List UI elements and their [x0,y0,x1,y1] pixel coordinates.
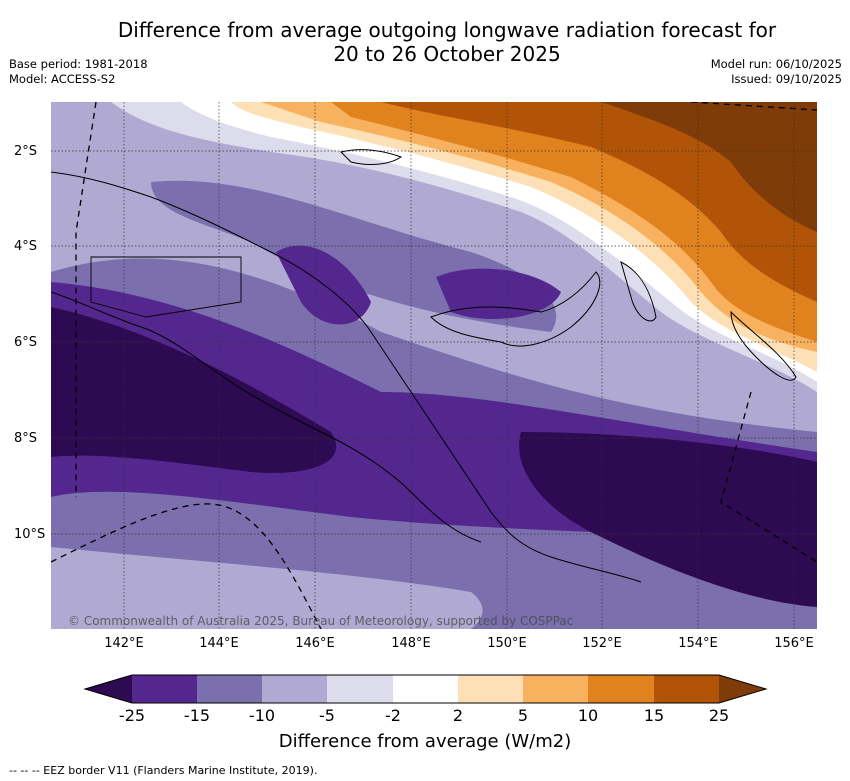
lon-label-144e: 144°E [199,636,239,651]
anomaly-band-15-25 [381,102,817,302]
lat-label-4s: 4°S [14,239,38,254]
eez-east [720,391,817,563]
colorbar-seg-3 [262,675,327,703]
colorbar-seg-5 [393,675,458,703]
colorbar-title: Difference from average (W/m2) [278,731,572,752]
lon-label-156e: 156°E [774,636,814,651]
colorbar-seg-6 [458,675,523,703]
colorbar-seg-2 [197,675,262,703]
lon-label-148e: 148°E [391,636,431,651]
colorbar-seg-7 [523,675,588,703]
colorbar-seg-4 [327,675,393,703]
anomaly-min-east [519,432,817,607]
manus-outline [340,149,403,165]
lon-label-146e: 146°E [295,636,335,651]
eez-borders [51,102,817,629]
meta-left: Base period: 1981-2018 Model: ACCESS-S2 [9,57,148,87]
anomaly-cell-east [436,268,561,320]
new-ireland-outline [620,261,657,322]
lat-label-2s: 2°S [14,144,38,159]
lon-label-152e: 152°E [582,636,622,651]
lat-label-8s: 8°S [14,431,38,446]
graticule [51,102,817,629]
lat-label-10s: 10°S [14,527,46,542]
map-area [51,102,817,629]
colorbar-tick-label: 2 [452,706,464,725]
coastlines [51,149,797,583]
colorbar-tick-label: 25 [708,706,730,725]
colorbar-seg-9 [654,675,719,703]
map-title: Difference from average outgoing longwav… [60,18,834,66]
model-name: Model: ACCESS-S2 [9,72,116,86]
colorbar-tick-label: 15 [643,706,665,725]
title-line-1: Difference from average outgoing longwav… [117,18,777,42]
colorbar-tick-label: -2 [385,706,401,725]
lat-label-6s: 6°S [14,335,38,350]
model-run: Model run: 06/10/2025 [710,57,842,71]
anomaly-min-west [51,307,337,473]
eez-legend-note: -- -- -- EEZ border V11 (Flanders Marine… [9,764,318,777]
olr-anomaly-map [51,102,817,629]
colorbar-tick-label: -10 [248,706,276,725]
lon-label-150e: 150°E [487,636,527,651]
lon-label-142e: 142°E [104,636,144,651]
colorbar-seg-1 [132,675,197,703]
colorbar-tick-label: -5 [319,706,335,725]
colorbar-tick-label: 10 [577,706,599,725]
anomaly-max [601,102,817,232]
eez-west [75,102,97,497]
colorbar-tick-label: -15 [183,706,211,725]
new-guinea-coast [51,171,642,583]
base-period: Base period: 1981-2018 [9,57,148,71]
title-line-2: 20 to 26 October 2025 [333,42,561,66]
colorbar-seg-10 [719,675,766,703]
copyright-notice: © Commonwealth of Australia 2025, Bureau… [68,614,574,628]
lon-label-154e: 154°E [678,636,718,651]
bougainville-outline [730,310,797,381]
colorbar [83,674,768,704]
meta-right: Model run: 06/10/2025 Issued: 09/10/2025 [711,57,842,87]
colorbar-tick-label: 5 [517,706,529,725]
colorbar-outline [83,674,768,704]
colorbar-seg-8 [588,675,654,703]
province-border [90,256,242,318]
new-britain-outline [430,271,601,347]
colorbar-tick-label: -25 [118,706,146,725]
anomaly-south-light [51,547,483,629]
issued-date: Issued: 09/10/2025 [731,72,842,86]
colorbar-seg-0 [85,675,132,703]
new-guinea-south-coast [51,291,482,543]
